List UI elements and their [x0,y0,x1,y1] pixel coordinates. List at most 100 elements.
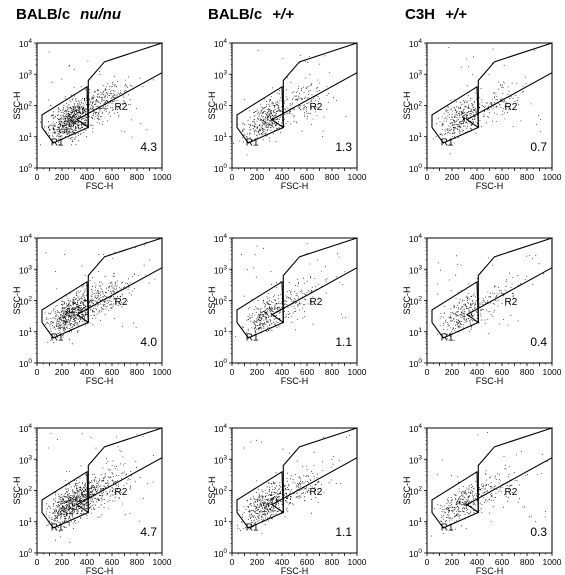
panel-value: 0.3 [530,525,547,539]
y-tick-label: 103 [409,69,422,80]
panel-value: 1.1 [335,525,352,539]
column-strain: BALB/c [208,6,263,23]
y-tick-label: 103 [19,264,32,275]
y-tick-label: 102 [19,101,32,112]
gate-r2 [75,237,163,324]
x-tick-label: 600 [105,172,119,182]
x-tick-label: 600 [300,557,314,567]
x-tick-label: 0 [230,557,235,567]
y-tick-label: 103 [214,454,227,465]
y-axis-label: SSC-H [402,286,412,314]
x-tick-label: 200 [55,367,69,377]
x-tick-label: 1000 [348,557,367,567]
panel-value: 0.7 [530,140,547,154]
region-label-r2: R2 [310,102,323,113]
x-axis-label: FSC-H [86,376,114,386]
region-label-r1: R1 [246,333,259,344]
y-tick-label: 102 [409,296,422,307]
y-tick-label: 102 [409,486,422,497]
y-axis-label: SSC-H [207,476,217,504]
y-tick-label: 100 [19,548,32,559]
panel-value: 1.3 [335,140,352,154]
column-genotype: +/+ [272,6,294,23]
x-tick-label: 600 [300,367,314,377]
gate-r2 [270,42,358,129]
scatter-panel-r2-c1: 0 200 400 600 800 1000 100 101 102 103 104 FSC-H SSC… [12,233,172,386]
scatter-panel-r3-c1: 0 200 400 600 800 1000 100 101 102 103 104 FSC-H SSC… [12,423,172,575]
column-strain: C3H [405,6,436,23]
region-label-r1: R1 [246,523,259,534]
region-label-r2: R2 [115,102,128,113]
region-label-r2: R2 [115,487,128,498]
scatter-panel-r1-c2: 0 200 400 600 800 1000 100 101 102 103 104 FSC-H SSC… [207,38,367,191]
y-tick-label: 102 [409,101,422,112]
x-tick-label: 0 [35,557,40,567]
region-label-r2: R2 [310,297,323,308]
x-tick-label: 200 [250,367,264,377]
x-tick-label: 800 [520,557,534,567]
x-tick-label: 1000 [543,367,562,377]
y-tick-label: 102 [214,296,227,307]
x-tick-label: 400 [470,172,484,182]
region-label-r1: R1 [51,523,64,534]
y-tick-label: 104 [214,423,227,434]
x-axis-label: FSC-H [281,376,309,386]
x-tick-label: 400 [275,367,289,377]
x-tick-label: 600 [495,557,509,567]
event-dots [44,241,156,345]
x-tick-label: 800 [520,172,534,182]
x-tick-label: 600 [495,367,509,377]
y-tick-label: 104 [19,38,32,49]
x-tick-label: 800 [520,367,534,377]
x-tick-label: 0 [35,172,40,182]
y-tick-label: 103 [19,454,32,465]
region-label-r2: R2 [505,487,518,498]
x-tick-label: 0 [230,367,235,377]
event-dots [431,432,548,537]
gate-r1 [431,470,479,529]
y-axis-label: SSC-H [12,91,22,119]
y-tick-label: 100 [214,358,227,369]
panel-value: 4.3 [140,140,157,154]
region-label-r2: R2 [505,102,518,113]
region-label-r1: R1 [51,138,64,149]
x-tick-label: 0 [425,172,430,182]
x-tick-label: 1000 [153,172,172,182]
x-tick-label: 1000 [348,172,367,182]
x-axis-label: FSC-H [281,181,309,191]
region-label-r1: R1 [246,138,259,149]
x-tick-label: 1000 [348,367,367,377]
y-tick-label: 101 [214,327,227,338]
y-tick-label: 100 [19,163,32,174]
x-tick-label: 400 [80,172,94,182]
region-label-r1: R1 [441,138,454,149]
x-tick-label: 800 [325,367,339,377]
y-axis-label: SSC-H [12,476,22,504]
y-tick-label: 100 [19,358,32,369]
panel-value: 1.1 [335,335,352,349]
x-tick-label: 400 [470,557,484,567]
y-tick-label: 100 [409,548,422,559]
y-tick-label: 104 [409,38,422,49]
x-tick-label: 600 [495,172,509,182]
y-tick-label: 103 [409,454,422,465]
gate-r1 [41,470,89,529]
x-tick-label: 600 [105,367,119,377]
x-axis-label: FSC-H [476,181,504,191]
event-dots [437,254,544,341]
gate-r1 [41,280,89,339]
y-tick-label: 101 [19,517,32,528]
gate-r1 [431,85,479,144]
y-axis-label: SSC-H [207,91,217,119]
column-genotype: nu/nu [80,6,121,23]
column-header-balbc-nunu: BALB/c nu/nu [16,6,121,23]
gate-r2 [465,237,553,324]
region-label-r2: R2 [115,297,128,308]
event-dots [40,51,154,146]
y-tick-label: 101 [409,517,422,528]
x-tick-label: 400 [275,172,289,182]
scatter-panel-r2-c3: 0 200 400 600 800 1000 100 101 102 103 104 FSC-H SSC… [402,233,562,386]
y-tick-label: 100 [214,548,227,559]
x-tick-label: 600 [105,557,119,567]
panel-value: 0.4 [530,335,547,349]
